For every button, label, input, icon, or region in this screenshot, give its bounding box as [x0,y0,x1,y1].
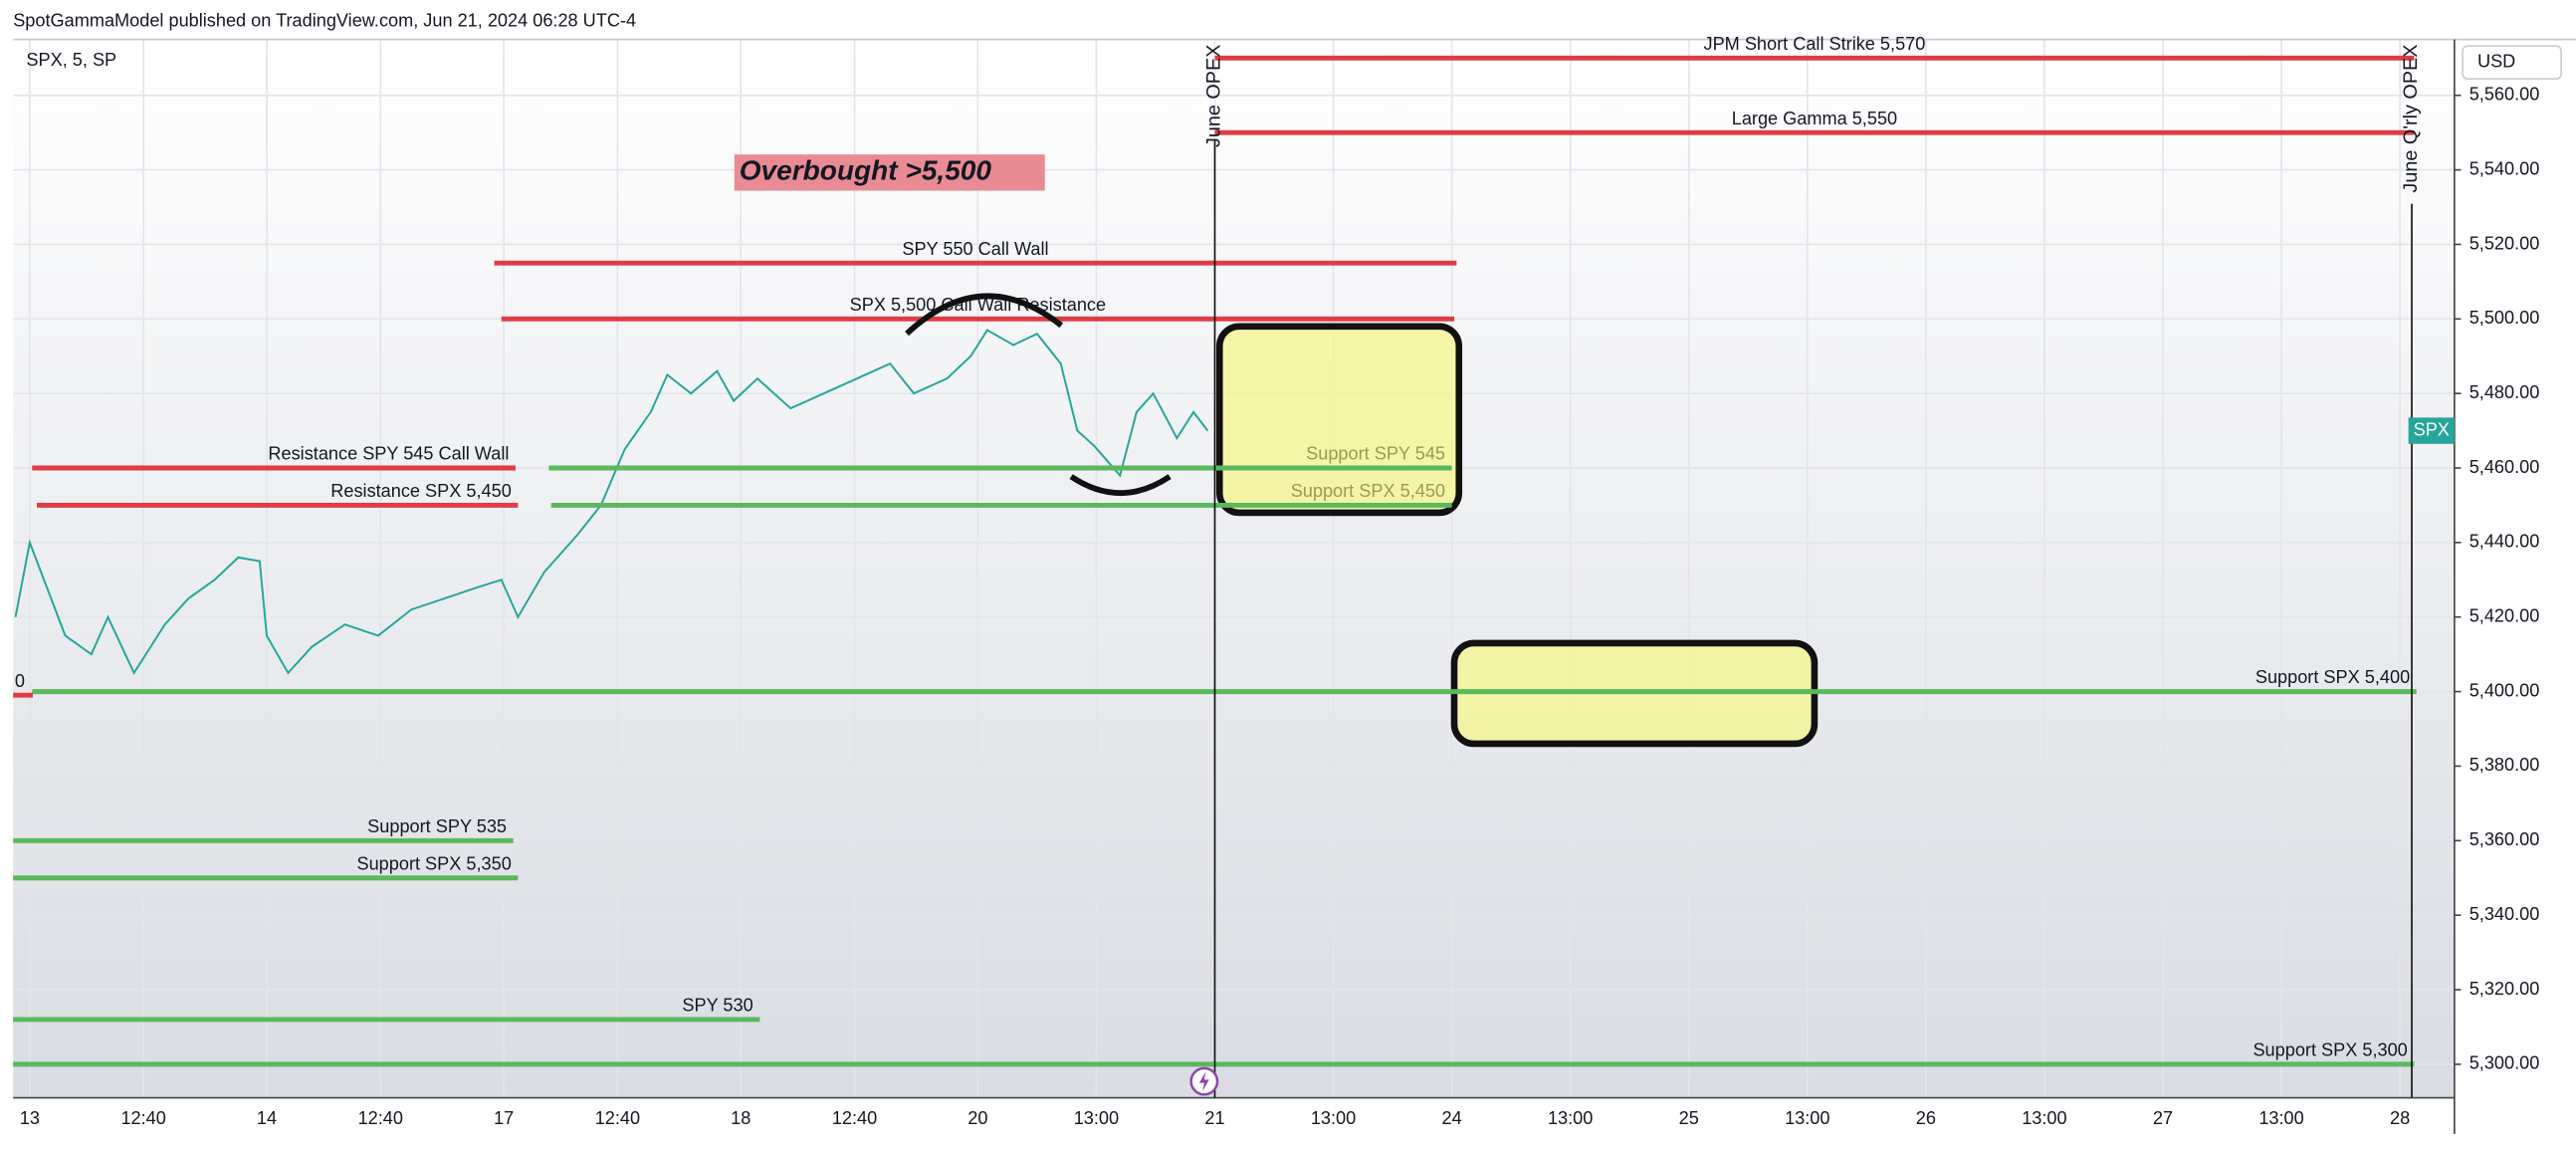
currency: USD [2477,52,2515,72]
publisher: SpotGammaModel published on TradingView.… [13,10,636,30]
event-bolt [1198,1071,1209,1091]
x-tick-label: 20 [967,1108,987,1128]
y-tick-label: 5,420.00 [2469,606,2540,626]
x-tick-label: 13:00 [2022,1108,2066,1128]
price-tag [2408,417,2455,444]
y-tick-label: 5,560.00 [2469,85,2540,105]
level-label: Support SPX 5,400 [2255,667,2410,687]
y-tick-label: 5,320.00 [2469,979,2540,999]
level-label: Support SPX 5,350 [356,853,511,873]
chart-layer: JPM Short Call Strike 5,570 Large Gamma 5… [13,34,2422,1098]
price-tag-label: SPX [2414,419,2450,439]
x-tick-label: 14 [257,1108,277,1128]
y-tick-label: 5,500.00 [2469,308,2540,328]
arc-top [905,293,1064,337]
currency-box[interactable] [2462,45,2562,81]
symbol: SPX, 5, SP [26,50,116,70]
vertical-label: June OPEX [1203,45,1225,147]
overbought-box [734,154,1045,191]
level-label: Resistance SPY 545 Call Wall [268,444,509,464]
price-line [14,329,1209,675]
level-label: JPM Short Call Strike 5,570 [1704,34,1926,54]
y-tick-label: 5,440.00 [2469,532,2540,552]
y-tick-label: 5,540.00 [2469,158,2540,178]
y-tick-label: 5,520.00 [2469,233,2540,253]
y-tick-label: 5,480.00 [2469,382,2540,402]
overbought-label: Overbought >5,500 [740,155,992,186]
x-tick-label: 13:00 [1548,1108,1593,1128]
x-tick-label: 13:00 [1785,1108,1829,1128]
y-tick-label: 5,380.00 [2469,755,2540,775]
x-tick-label: 18 [731,1108,751,1128]
level-label: Support SPY 545 [1306,444,1445,464]
x-tick-label: 13:00 [1311,1108,1356,1128]
x-tick-label: 12:40 [832,1108,877,1128]
x-tick-label: 25 [1679,1108,1699,1128]
y-tick-label: 5,460.00 [2469,457,2540,477]
vertical-label: June Q'rly OPEX [2400,45,2422,193]
x-tick-label: 13:00 [2258,1108,2303,1128]
x-tick-label: 17 [494,1108,514,1128]
level-label: Large Gamma 5,550 [1732,109,1897,128]
x-tick-label: 27 [2153,1108,2173,1128]
x-tick-label: 28 [2390,1108,2410,1128]
level-label: Resistance SPX 5,450 [330,481,512,501]
x-tick-label: 13 [20,1108,40,1128]
x-tick-label: 24 [1442,1108,1462,1128]
x-tick-label: 21 [1204,1108,1224,1128]
level-label: SPY 550 Call Wall [902,239,1048,259]
x-tick-label: 26 [1916,1108,1936,1128]
level-label: Support SPX 5,300 [2253,1039,2407,1059]
level-label: SPY 530 [682,996,752,1016]
x-tick-label: 13:00 [1074,1108,1119,1128]
y-tick-label: 5,300.00 [2469,1053,2540,1073]
annotation: 0 [15,671,25,691]
level-label: Support SPY 535 [367,816,507,836]
y-tick-label: 5,360.00 [2469,829,2540,849]
plot-bg [13,39,2455,1098]
arc-bottom [1069,474,1172,496]
x-tick-label: 12:40 [358,1108,403,1128]
level-label: Support SPX 5,450 [1291,481,1445,501]
y-tick-label: 5,400.00 [2469,680,2540,700]
x-tick-label: 12:40 [595,1108,640,1128]
x-tick-label: 12:40 [120,1108,165,1128]
y-tick-label: 5,340.00 [2469,904,2540,924]
